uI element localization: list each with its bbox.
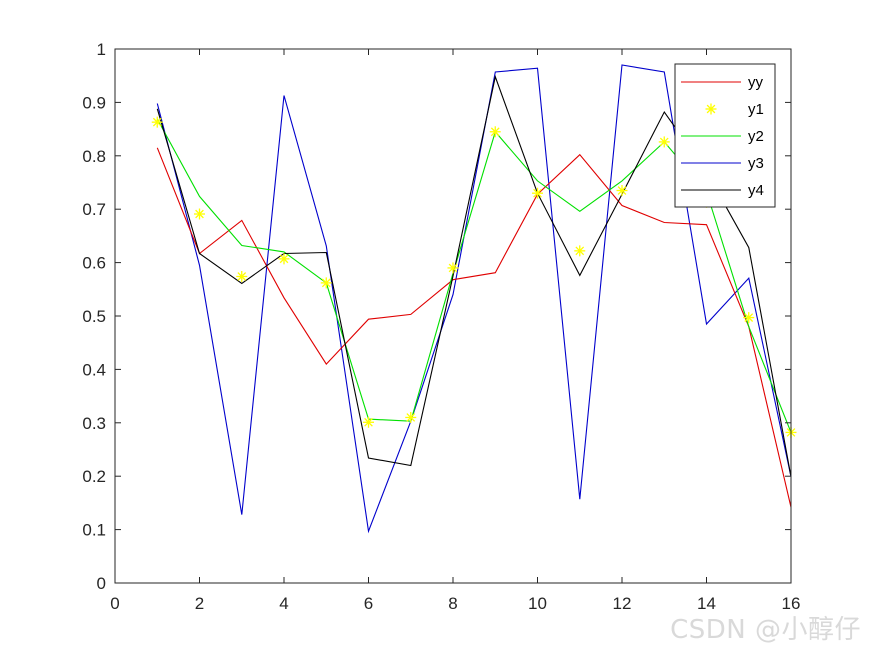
y-tick-label: 0: [97, 574, 106, 593]
legend-label: y1: [748, 101, 764, 118]
data-point-y1: [574, 245, 586, 257]
data-point-y1: [532, 187, 543, 199]
x-tick-label: 10: [528, 594, 547, 613]
y-tick-label: 0.4: [82, 360, 106, 379]
y-axis-ticks: 0 0.1 0.2 0.3 0.4 0.5 0.6 0.7 0.8 0.9 1: [82, 40, 791, 593]
y-tick-label: 0.7: [82, 200, 106, 219]
legend-label: y4: [748, 182, 764, 199]
legend-item-y4: y4: [681, 182, 764, 199]
watermark: CSDN @小醇仔: [670, 615, 861, 645]
series-line-yy: [156, 147, 792, 508]
legend-swatch: [705, 103, 717, 115]
series-yy: [156, 147, 792, 508]
y-tick-label: 0.5: [82, 307, 106, 326]
legend-item-y2: y2: [681, 128, 764, 145]
x-axis-ticks: 0 2 4 6 8 10 12 14 16: [110, 49, 800, 613]
x-tick-label: 0: [110, 594, 119, 613]
y-tick-label: 0.1: [82, 521, 106, 540]
legend-label: y2: [748, 128, 764, 145]
x-tick-label: 16: [782, 594, 801, 613]
legend: yy y1 y2 y3 y4: [674, 63, 776, 208]
legend-label: yy: [748, 74, 764, 91]
y-tick-label: 0.3: [82, 414, 106, 433]
series-layer: [151, 64, 797, 534]
legend-item-yy: yy: [681, 74, 764, 91]
data-point-y1: [320, 277, 332, 289]
legend-item-y3: y3: [681, 155, 764, 172]
x-tick-label: 12: [613, 594, 632, 613]
x-tick-label: 6: [364, 594, 373, 613]
x-tick-label: 14: [697, 594, 716, 613]
x-tick-label: 4: [279, 594, 288, 613]
data-point-y1: [363, 416, 374, 428]
legend-label: y3: [748, 155, 764, 172]
data-point-y1: [658, 136, 670, 148]
data-point-y1: [616, 185, 628, 197]
data-point-y1: [447, 262, 459, 274]
y-tick-label: 0.2: [82, 467, 106, 486]
data-point-y1: [743, 312, 755, 324]
data-point-y1: [489, 126, 501, 138]
data-point-y1: [405, 411, 417, 423]
y-tick-label: 0.6: [82, 254, 106, 273]
legend-item-y1: y1: [705, 101, 764, 118]
y-tick-label: 0.9: [82, 93, 106, 112]
x-tick-label: 2: [195, 594, 204, 613]
y-tick-label: 0.8: [82, 147, 106, 166]
data-point-y1: [236, 270, 248, 282]
data-point-y1: [151, 116, 163, 128]
x-tick-label: 8: [448, 594, 457, 613]
y-tick-label: 1: [97, 40, 106, 59]
data-point-y1: [194, 208, 205, 220]
data-point-y1: [278, 253, 290, 265]
